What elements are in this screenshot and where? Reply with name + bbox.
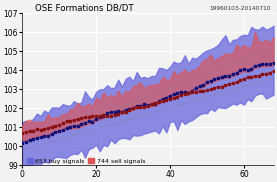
Text: OSE Formations DB/DT: OSE Formations DB/DT: [35, 3, 133, 13]
Text: 19960103-20140710: 19960103-20140710: [209, 6, 271, 11]
Legend: 653 buy signals, 744 sell signals: 653 buy signals, 744 sell signals: [25, 157, 146, 165]
